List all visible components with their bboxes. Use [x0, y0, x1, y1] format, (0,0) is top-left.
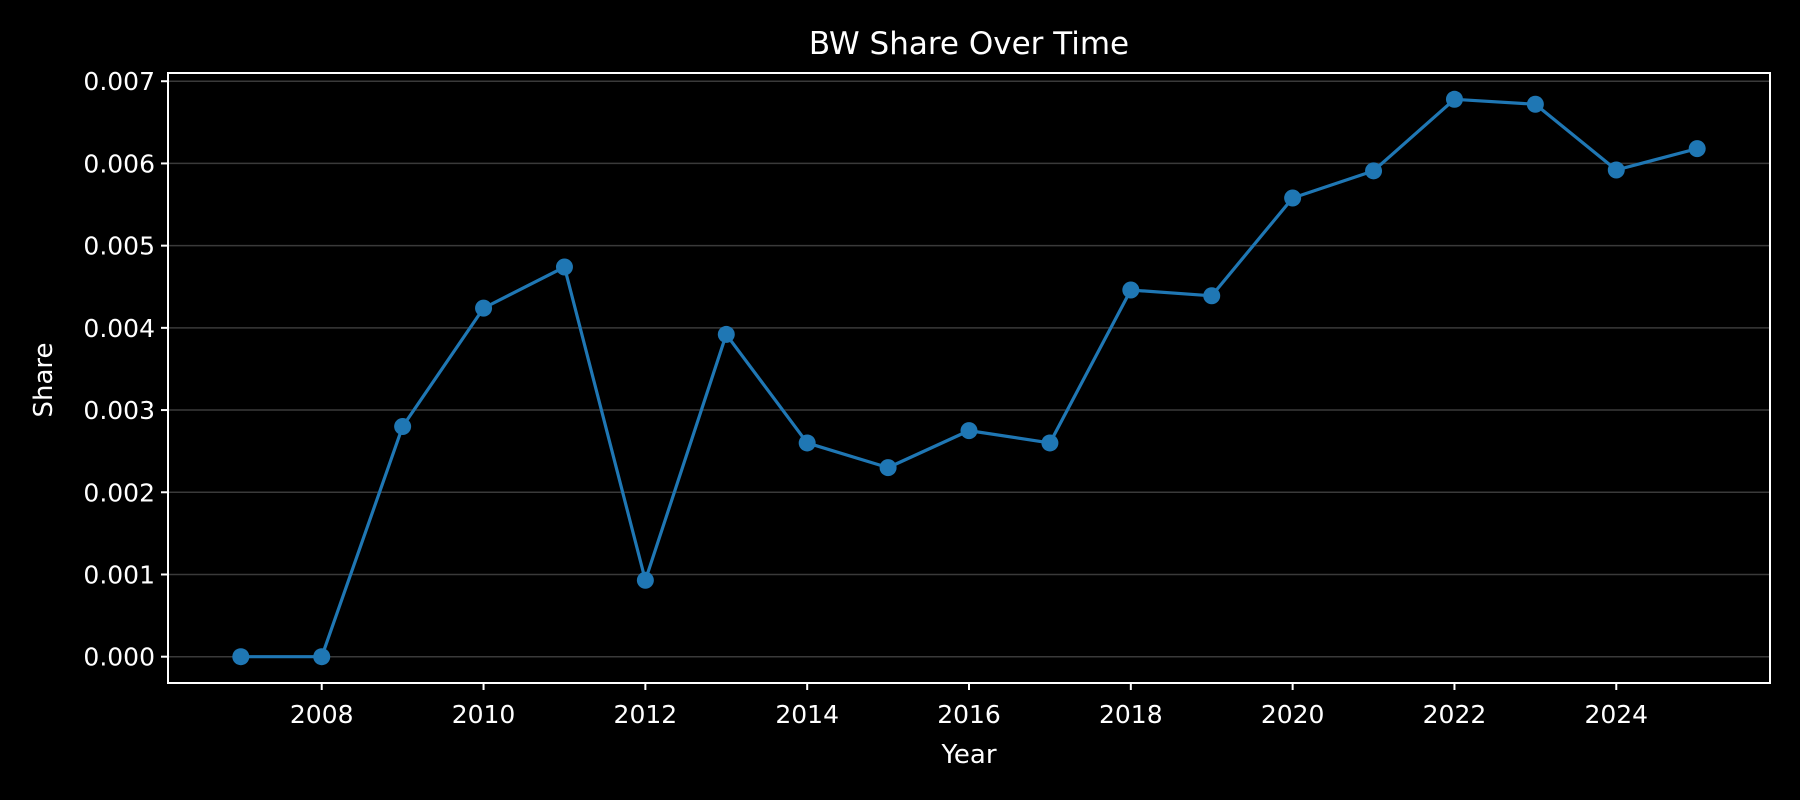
- y-tick-layer: 0.000 0.001 0.002 0.003 0.004 0.005 0.006 0.007: [83, 67, 168, 672]
- y-tick-label-6: 0.006: [83, 149, 155, 178]
- data-point-2013: [717, 325, 735, 343]
- y-tick-label-7: 0.007: [83, 67, 155, 96]
- data-point-2007: [232, 648, 250, 666]
- data-point-2009: [394, 418, 412, 436]
- x-tick-label-3: 2014: [775, 700, 839, 729]
- series-layer: [232, 90, 1706, 666]
- y-axis-title: Share: [29, 342, 59, 417]
- data-point-2022: [1445, 90, 1463, 108]
- x-tick-label-6: 2020: [1261, 700, 1325, 729]
- data-point-2019: [1203, 287, 1221, 305]
- data-point-2024: [1607, 161, 1625, 179]
- data-point-2016: [960, 422, 978, 440]
- data-point-2010: [475, 299, 493, 317]
- y-tick-label-4: 0.004: [83, 314, 155, 343]
- x-tick-label-4: 2016: [937, 700, 1001, 729]
- data-point-2020: [1284, 189, 1302, 207]
- chart-title: BW Share Over Time: [809, 26, 1129, 62]
- data-point-2014: [798, 434, 816, 452]
- data-point-2015: [879, 459, 897, 477]
- data-point-2011: [555, 258, 573, 276]
- data-point-2017: [1041, 434, 1059, 452]
- x-tick-label-5: 2018: [1099, 700, 1163, 729]
- data-point-2012: [636, 571, 654, 589]
- x-tick-label-7: 2022: [1423, 700, 1487, 729]
- x-tick-label-0: 2008: [290, 700, 354, 729]
- y-tick-label-2: 0.002: [83, 478, 155, 507]
- x-tick-layer: 2008 2010 2012 2014 2016 2018 2020 2022 2024: [290, 683, 1648, 729]
- y-tick-label-5: 0.005: [83, 232, 155, 261]
- x-tick-label-8: 2024: [1584, 700, 1648, 729]
- y-tick-label-3: 0.003: [83, 396, 155, 425]
- grid-layer: [168, 80, 1770, 658]
- data-point-2023: [1526, 95, 1544, 113]
- data-point-2018: [1122, 281, 1140, 299]
- data-point-2021: [1365, 162, 1383, 180]
- x-tick-label-1: 2010: [452, 700, 516, 729]
- x-axis-title: Year: [940, 740, 996, 770]
- data-point-2008: [313, 648, 331, 666]
- y-tick-label-0: 0.000: [83, 643, 155, 672]
- y-tick-label-1: 0.001: [83, 560, 155, 589]
- x-tick-label-2: 2012: [614, 700, 678, 729]
- data-point-2025: [1688, 140, 1706, 158]
